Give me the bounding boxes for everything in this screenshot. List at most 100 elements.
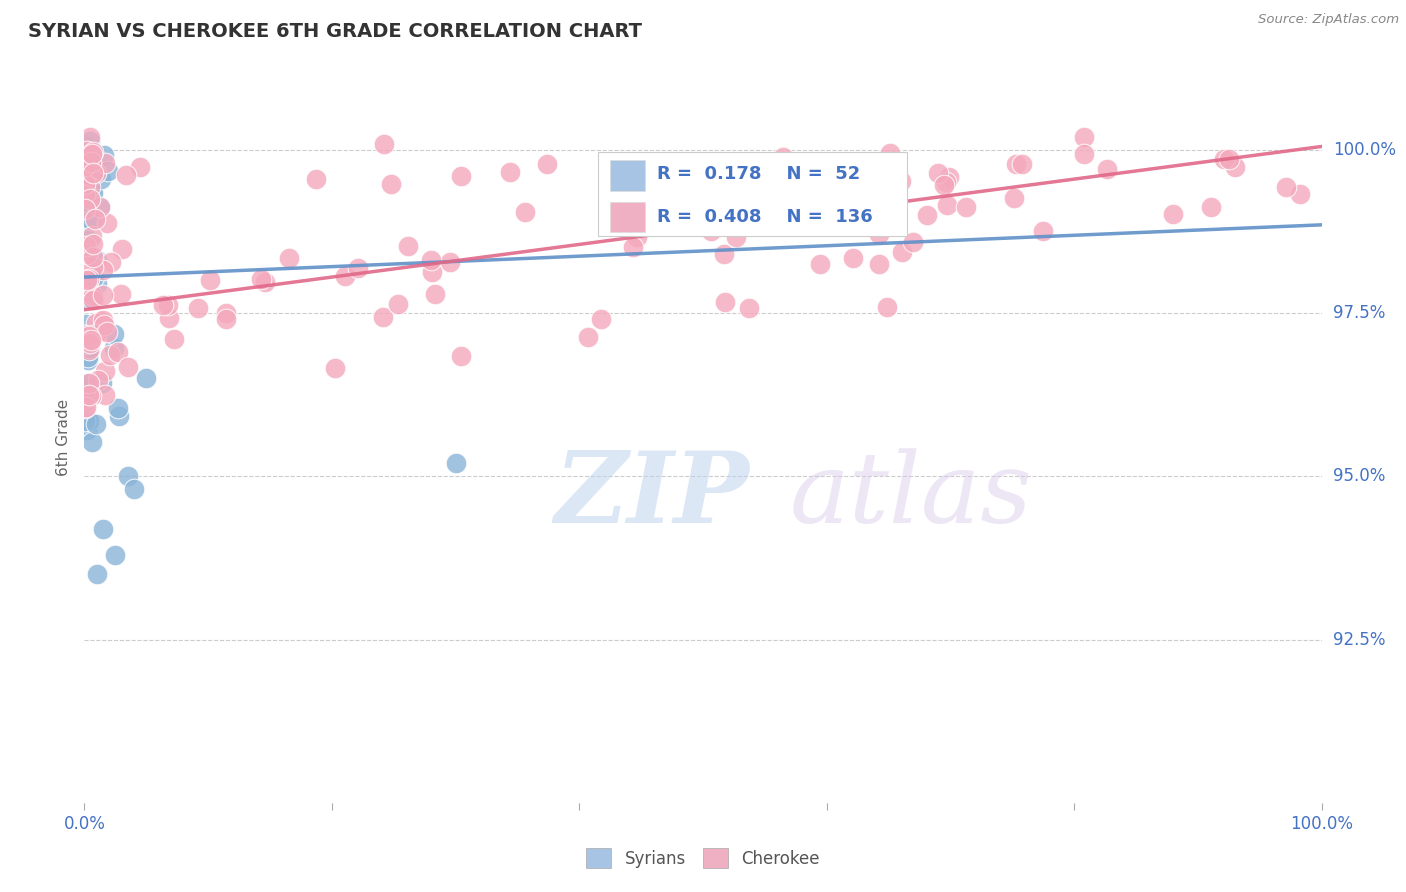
Point bbox=[578, 330, 600, 344]
Point bbox=[868, 257, 890, 271]
Point bbox=[156, 298, 179, 312]
Point bbox=[652, 182, 675, 196]
Point bbox=[373, 310, 395, 324]
Point bbox=[420, 265, 443, 279]
Point bbox=[82, 186, 104, 201]
Point bbox=[115, 168, 138, 182]
Point bbox=[73, 153, 96, 168]
Point bbox=[77, 388, 100, 402]
Point bbox=[83, 270, 105, 285]
Point bbox=[215, 312, 238, 326]
Point bbox=[97, 164, 120, 178]
Point bbox=[75, 336, 97, 351]
Point bbox=[83, 212, 105, 227]
Point bbox=[1031, 224, 1053, 238]
Point bbox=[591, 312, 613, 326]
Point bbox=[91, 313, 114, 327]
Point bbox=[1005, 157, 1028, 171]
Point bbox=[882, 195, 904, 210]
Point bbox=[84, 166, 107, 180]
Text: SYRIAN VS CHEROKEE 6TH GRADE CORRELATION CHART: SYRIAN VS CHEROKEE 6TH GRADE CORRELATION… bbox=[28, 22, 643, 41]
Point bbox=[76, 190, 98, 204]
FancyBboxPatch shape bbox=[598, 152, 907, 235]
Point bbox=[79, 272, 101, 286]
Point bbox=[713, 294, 735, 309]
Point bbox=[86, 253, 108, 268]
Point bbox=[75, 401, 97, 415]
Point bbox=[163, 332, 186, 346]
Point bbox=[423, 286, 446, 301]
Point bbox=[77, 376, 100, 391]
Point bbox=[396, 239, 419, 253]
Point bbox=[621, 240, 644, 254]
Point bbox=[100, 255, 122, 269]
Point bbox=[73, 241, 96, 255]
Point bbox=[868, 227, 890, 241]
Point bbox=[187, 301, 209, 315]
Point bbox=[86, 373, 108, 387]
Text: R =  0.408    N =  136: R = 0.408 N = 136 bbox=[657, 208, 873, 226]
Point bbox=[135, 371, 157, 385]
Point bbox=[75, 239, 97, 253]
Point bbox=[91, 522, 114, 536]
Point bbox=[93, 148, 115, 162]
Point bbox=[75, 393, 97, 408]
Point bbox=[76, 333, 98, 347]
Point bbox=[79, 130, 101, 145]
Point bbox=[82, 288, 104, 302]
Point bbox=[737, 301, 759, 316]
Point bbox=[1073, 147, 1095, 161]
Point bbox=[103, 326, 125, 341]
Point bbox=[94, 364, 117, 378]
Point bbox=[82, 161, 104, 176]
Point bbox=[626, 230, 648, 244]
Point bbox=[80, 434, 103, 449]
Point bbox=[82, 166, 104, 180]
Point bbox=[250, 272, 273, 286]
Point bbox=[76, 144, 98, 158]
Point bbox=[79, 327, 101, 342]
Point bbox=[117, 359, 139, 374]
Bar bbox=[610, 202, 645, 232]
Y-axis label: 6th Grade: 6th Grade bbox=[56, 399, 72, 475]
Point bbox=[76, 423, 98, 437]
Point bbox=[198, 273, 221, 287]
Point bbox=[75, 169, 97, 183]
Point bbox=[450, 169, 472, 183]
Text: 92.5%: 92.5% bbox=[1333, 631, 1385, 648]
Point bbox=[83, 211, 105, 226]
Point bbox=[380, 177, 402, 191]
Point bbox=[1223, 161, 1246, 175]
Text: 100.0%: 100.0% bbox=[1333, 141, 1396, 159]
Point bbox=[420, 252, 443, 267]
Point bbox=[77, 353, 100, 368]
Point bbox=[254, 275, 277, 289]
Point bbox=[935, 175, 957, 189]
Point bbox=[77, 233, 100, 247]
Point bbox=[713, 247, 735, 261]
Point bbox=[98, 349, 121, 363]
Point bbox=[90, 171, 112, 186]
Point bbox=[499, 165, 522, 179]
Point bbox=[76, 247, 98, 261]
Point bbox=[93, 318, 115, 333]
Point bbox=[880, 169, 903, 183]
Point bbox=[84, 326, 107, 341]
Point bbox=[75, 200, 97, 214]
Point bbox=[439, 255, 461, 269]
Point bbox=[879, 146, 901, 161]
Point bbox=[117, 469, 139, 483]
Point bbox=[79, 335, 101, 350]
Point bbox=[94, 387, 117, 401]
Point bbox=[80, 333, 103, 347]
Point bbox=[82, 293, 104, 307]
Point bbox=[73, 159, 96, 173]
Point bbox=[76, 351, 98, 365]
Point bbox=[77, 343, 100, 358]
Text: R =  0.178    N =  52: R = 0.178 N = 52 bbox=[657, 166, 860, 184]
Point bbox=[938, 169, 960, 184]
Point bbox=[82, 268, 104, 283]
Point bbox=[84, 417, 107, 431]
Point bbox=[834, 171, 856, 186]
Point bbox=[103, 341, 125, 355]
